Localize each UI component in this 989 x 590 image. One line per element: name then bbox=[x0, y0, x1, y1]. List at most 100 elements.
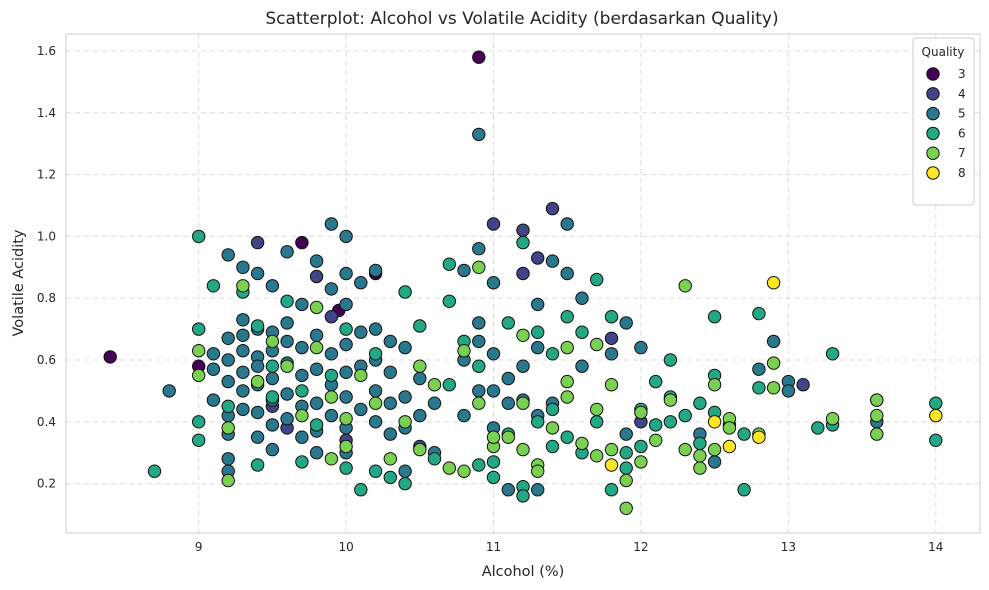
data-point bbox=[236, 260, 250, 274]
data-point bbox=[309, 396, 324, 410]
data-point bbox=[737, 427, 751, 441]
legend-label: 8 bbox=[958, 166, 966, 180]
data-point bbox=[619, 473, 633, 488]
data-point bbox=[354, 368, 368, 383]
data-point bbox=[427, 378, 442, 392]
data-point bbox=[383, 365, 397, 379]
data-point bbox=[221, 248, 235, 262]
data-point bbox=[766, 356, 781, 370]
data-point bbox=[649, 433, 663, 447]
data-point bbox=[472, 396, 486, 410]
data-point bbox=[752, 306, 766, 321]
data-point bbox=[752, 381, 766, 395]
data-point bbox=[545, 201, 560, 216]
data-point bbox=[339, 412, 353, 426]
data-point bbox=[295, 430, 309, 444]
data-point bbox=[265, 390, 280, 404]
legend-item-quality-6: 6 bbox=[926, 126, 966, 141]
data-point bbox=[339, 439, 353, 454]
data-point bbox=[250, 405, 265, 420]
data-point bbox=[929, 433, 943, 447]
x-tick-label: 9 bbox=[195, 540, 203, 554]
data-points bbox=[103, 50, 943, 515]
data-point bbox=[442, 294, 456, 308]
data-point bbox=[295, 384, 309, 398]
data-point bbox=[250, 266, 265, 281]
data-point bbox=[339, 322, 353, 336]
data-point bbox=[368, 263, 383, 278]
data-point bbox=[324, 408, 339, 423]
data-point bbox=[354, 483, 368, 497]
data-point bbox=[442, 378, 456, 392]
legend-marker bbox=[926, 87, 940, 101]
data-point bbox=[560, 430, 574, 444]
data-point bbox=[339, 229, 353, 244]
legend-title: Quality bbox=[922, 45, 965, 59]
data-point bbox=[472, 50, 486, 64]
data-point bbox=[531, 415, 545, 429]
data-point bbox=[693, 436, 707, 451]
data-point bbox=[472, 242, 486, 256]
data-point bbox=[383, 396, 397, 410]
legend-box bbox=[912, 37, 975, 206]
legend-marker bbox=[926, 67, 940, 81]
data-point bbox=[339, 461, 353, 475]
data-point bbox=[825, 412, 840, 426]
data-point bbox=[457, 344, 471, 358]
data-point bbox=[324, 452, 339, 466]
data-point bbox=[236, 313, 250, 327]
data-point bbox=[265, 418, 280, 432]
data-point bbox=[619, 461, 633, 475]
x-tick-label: 11 bbox=[486, 540, 501, 554]
data-point bbox=[472, 260, 486, 274]
x-tick-label: 12 bbox=[633, 540, 648, 554]
data-point bbox=[929, 408, 943, 423]
x-tick-label: 13 bbox=[781, 540, 796, 554]
data-point bbox=[486, 276, 501, 290]
data-point bbox=[295, 368, 309, 383]
legend-marker bbox=[926, 126, 940, 141]
data-point bbox=[206, 279, 221, 293]
data-point bbox=[678, 279, 692, 293]
data-point bbox=[280, 334, 294, 349]
data-point bbox=[221, 399, 235, 413]
data-point bbox=[560, 340, 574, 355]
data-point bbox=[398, 476, 412, 491]
data-point bbox=[427, 452, 442, 466]
data-point bbox=[221, 421, 235, 435]
data-point bbox=[472, 316, 486, 330]
data-point bbox=[604, 310, 619, 324]
data-point bbox=[501, 483, 515, 497]
data-point bbox=[192, 322, 206, 336]
data-point bbox=[265, 334, 280, 349]
data-point bbox=[678, 408, 692, 423]
data-point bbox=[531, 325, 545, 339]
y-tick-label: 0.2 bbox=[37, 477, 56, 491]
data-point bbox=[531, 297, 545, 312]
data-point bbox=[604, 442, 619, 457]
data-point bbox=[250, 235, 265, 250]
x-axis-label: Alcohol (%) bbox=[482, 564, 565, 580]
data-point bbox=[280, 245, 294, 259]
legend-marker bbox=[926, 106, 940, 121]
data-point bbox=[649, 374, 663, 389]
data-point bbox=[634, 340, 648, 355]
data-point bbox=[221, 331, 235, 345]
data-point bbox=[265, 359, 280, 373]
data-point bbox=[206, 393, 221, 407]
data-point bbox=[250, 374, 265, 389]
data-point bbox=[707, 310, 722, 324]
data-point bbox=[324, 282, 339, 296]
data-point bbox=[398, 415, 412, 429]
series-quality-5 bbox=[162, 127, 884, 497]
data-point bbox=[516, 223, 530, 237]
x-tick-label: 14 bbox=[928, 540, 943, 554]
data-point bbox=[707, 378, 722, 392]
data-point bbox=[516, 489, 530, 503]
data-point bbox=[280, 316, 294, 330]
data-point bbox=[280, 359, 294, 373]
data-point bbox=[472, 359, 486, 373]
legend-item-quality-5: 5 bbox=[926, 106, 966, 121]
data-point bbox=[324, 347, 339, 361]
data-point bbox=[339, 337, 353, 352]
